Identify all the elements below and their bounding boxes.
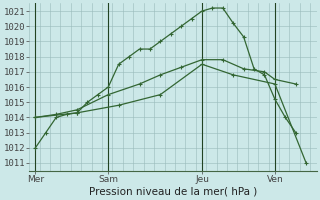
X-axis label: Pression niveau de la mer( hPa ): Pression niveau de la mer( hPa )	[89, 187, 257, 197]
